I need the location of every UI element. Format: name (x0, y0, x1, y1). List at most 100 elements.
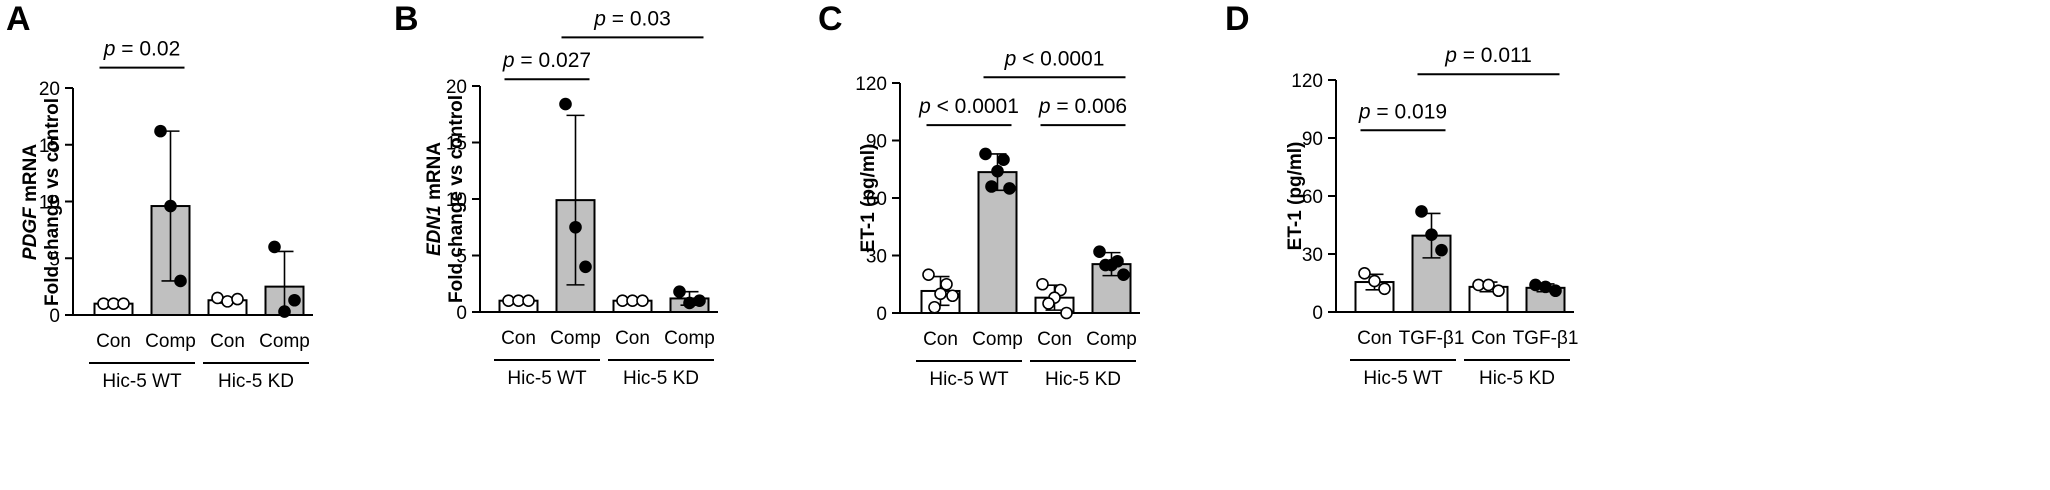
group-label: Hic-5 WT (102, 371, 182, 392)
p-value-symbol: p (502, 49, 515, 72)
x-category-label: Con (615, 328, 650, 349)
y-tick-label: 10 (39, 193, 60, 214)
y-tick-label: 20 (39, 79, 60, 100)
data-point (922, 268, 935, 281)
group-label: Hic-5 WT (507, 368, 587, 389)
data-point (1117, 268, 1130, 281)
p-value-label: p = 0.02 (103, 38, 181, 61)
data-point (154, 124, 167, 138)
data-point (1425, 228, 1438, 241)
y-tick-label: 120 (1291, 71, 1323, 92)
p-value-label: p = 0.03 (593, 7, 671, 30)
data-point (117, 297, 130, 310)
y-axis-title-segment: ET-1 (pg/ml) (1285, 142, 1306, 251)
p-value-symbol: p (593, 7, 606, 30)
y-axis-title-segment: mRNA (424, 142, 445, 206)
group-label: Hic-5 KD (1045, 369, 1121, 390)
data-point (693, 294, 706, 308)
group-label: Hic-5 KD (218, 371, 294, 392)
data-point (1549, 284, 1562, 298)
group-label: Hic-5 WT (1363, 368, 1443, 389)
data-point (1435, 243, 1448, 257)
data-point (985, 180, 998, 193)
p-value-text: = 0.019 (1371, 100, 1447, 123)
y-axis-title-line: Fold change vs control (446, 95, 467, 303)
data-point (1492, 284, 1505, 298)
p-value-symbol: p (1358, 100, 1371, 123)
data-point (979, 147, 992, 161)
x-category-label: Con (1037, 329, 1072, 350)
y-axis-title-segment: Fold change vs control (446, 95, 467, 303)
p-value-label: p < 0.0001 (1004, 47, 1105, 70)
p-value-label: p = 0.011 (1444, 44, 1532, 67)
data-point (1036, 277, 1049, 291)
data-point (928, 300, 941, 314)
y-axis-title-segment: Fold change vs control (42, 98, 63, 306)
y-tick-label: 20 (446, 77, 467, 98)
data-point (1529, 278, 1542, 292)
data-point (673, 285, 686, 298)
x-category-label: Comp (972, 329, 1023, 350)
y-axis-title-line: PDGF mRNA (20, 144, 41, 260)
p-value-label: p = 0.027 (502, 49, 591, 72)
panel-letter: D (1225, 0, 1250, 38)
p-value-symbol: p (918, 95, 931, 118)
bar (977, 171, 1018, 314)
p-value-symbol: p (103, 38, 116, 61)
y-axis-title-segment: EDN1 (424, 205, 445, 256)
panel-d: D ET-1 (pg/ml) 0 30 60 90 120 Con TGF-β1 Con TGF-β… (1225, 0, 1578, 389)
data-point (1358, 267, 1371, 280)
data-point (946, 289, 959, 303)
data-point (174, 274, 187, 288)
panel-letter: C (818, 0, 843, 38)
data-point (1378, 282, 1391, 296)
p-value-symbol: p (1444, 44, 1457, 67)
y-axis-title: ET-1 (pg/ml) (858, 144, 879, 253)
y-axis-title-segment: PDGF (20, 206, 41, 260)
x-category-label: Con (1357, 328, 1392, 349)
data-point (1099, 258, 1112, 272)
x-category-label: Comp (664, 328, 715, 349)
y-axis-title-line: ET-1 (pg/ml) (1285, 142, 1306, 251)
group-label: Hic-5 WT (929, 369, 1009, 390)
y-axis-title: EDN1 mRNAFold change vs control (424, 95, 467, 303)
x-category-label: TGF-β1 (1399, 328, 1465, 349)
p-value-text: = 0.027 (515, 49, 591, 72)
panel-c: C ET-1 (pg/ml) 0 30 60 90 120 Con Comp Con Comp Hic… (818, 0, 1140, 390)
p-value-symbol: p (1004, 47, 1017, 70)
y-tick-label: 0 (1312, 303, 1323, 324)
data-point (991, 164, 1004, 178)
x-category-label: Con (1471, 328, 1506, 349)
y-axis-title-line: EDN1 mRNA (424, 142, 445, 256)
data-point (1482, 278, 1495, 292)
y-axis-title-line: Fold change vs control (42, 98, 63, 306)
data-point (636, 294, 649, 308)
p-value-symbol: p (1038, 95, 1051, 118)
p-value-label: p = 0.006 (1038, 95, 1127, 118)
data-point (1060, 306, 1073, 320)
group-label: Hic-5 KD (623, 368, 699, 389)
data-point (934, 287, 947, 301)
y-tick-label: 120 (855, 74, 887, 95)
data-point (997, 153, 1010, 166)
data-point (559, 97, 572, 111)
data-point (268, 240, 281, 254)
y-axis-title: ET-1 (pg/ml) (1285, 142, 1306, 251)
x-category-label: Comp (145, 331, 196, 352)
y-tick-label: 30 (1302, 245, 1323, 266)
p-value-text: = 0.006 (1051, 95, 1127, 118)
y-tick-label: 5 (456, 247, 467, 268)
data-point (221, 295, 234, 308)
y-tick-label: 60 (1302, 187, 1323, 208)
p-value-label: p < 0.0001 (918, 95, 1019, 118)
y-tick-label: 90 (866, 132, 887, 153)
y-tick-label: 60 (866, 189, 887, 210)
data-point (569, 220, 582, 234)
x-category-label: Con (923, 329, 958, 350)
x-category-label: Con (96, 331, 131, 352)
data-point (940, 277, 953, 291)
p-value-label: p = 0.019 (1358, 100, 1447, 123)
y-tick-label: 15 (39, 136, 60, 157)
data-point (579, 260, 592, 274)
